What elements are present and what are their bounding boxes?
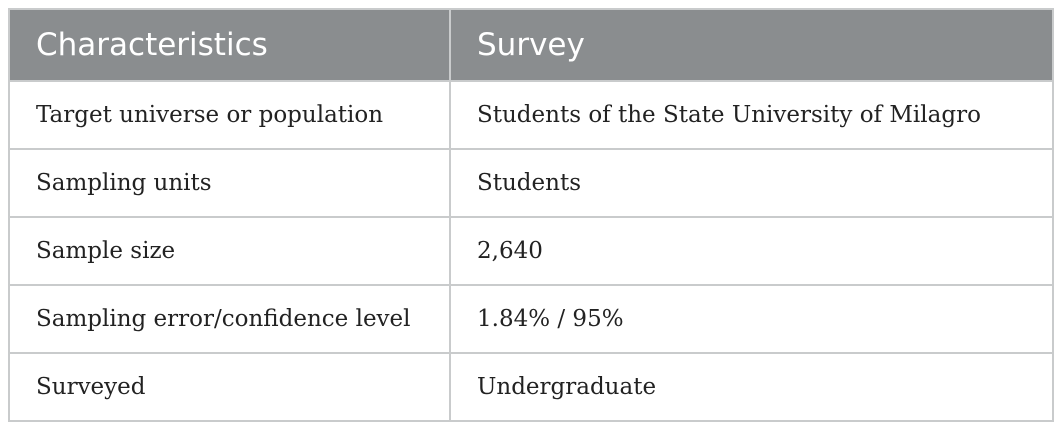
- table-row: Sampling error/confidence level 1.84% / 9…: [8, 284, 1054, 354]
- table-row: Sample size 2,640: [8, 216, 1054, 286]
- table-row: Surveyed Undergraduate: [8, 352, 1054, 422]
- table-cell: Undergraduate: [449, 352, 1054, 422]
- table-cell: Sampling error/confidence level: [8, 284, 451, 354]
- table-cell: Students: [449, 148, 1054, 218]
- header-row: Characteristics Survey: [8, 8, 1054, 82]
- table-cell: Target universe or population: [8, 80, 451, 150]
- table-cell: 1.84% / 95%: [449, 284, 1054, 354]
- table-cell: Surveyed: [8, 352, 451, 422]
- table-cell: Sampling units: [8, 148, 451, 218]
- table-row: Target universe or population Students of…: [8, 80, 1054, 150]
- table-cell: Sample size: [8, 216, 451, 286]
- header-cell: Survey: [449, 8, 1054, 82]
- table-row: Sampling units Students: [8, 148, 1054, 218]
- survey-table: Characteristics Survey Target universe or…: [8, 8, 1054, 422]
- header-cell: Characteristics: [8, 8, 451, 82]
- table-body: Target universe or population Students of…: [8, 80, 1054, 422]
- table-cell: 2,640: [449, 216, 1054, 286]
- table-cell: Students of the State University of Mila…: [449, 80, 1054, 150]
